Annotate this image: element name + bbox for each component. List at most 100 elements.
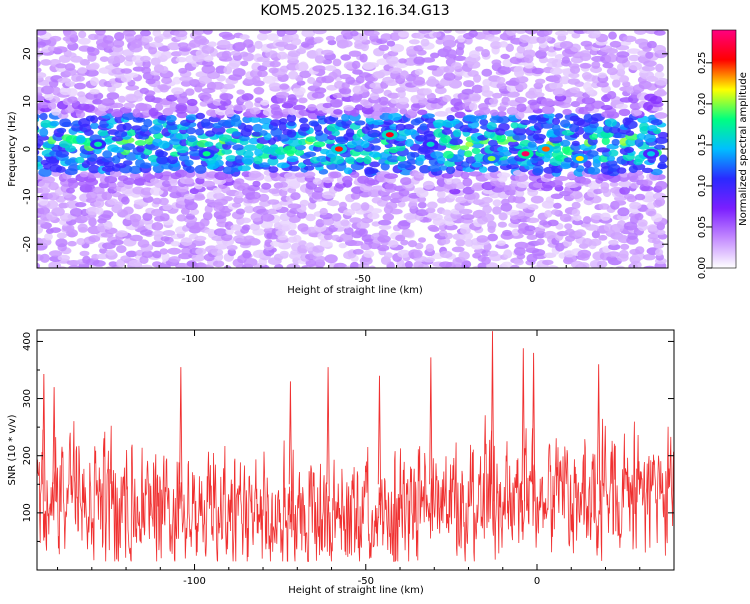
heatmap-cell <box>455 239 466 247</box>
heatmap-cell <box>305 136 318 143</box>
heatmap-cell <box>142 212 153 221</box>
heatmap-cell <box>143 118 153 128</box>
heatmap-cell <box>225 155 237 162</box>
heatmap-cell <box>79 250 90 257</box>
heatmap-cell <box>503 249 513 259</box>
heatmap-cell <box>185 166 195 173</box>
heatmap-cell <box>37 36 42 43</box>
heatmap-cell <box>172 76 182 85</box>
heatmap-cell <box>451 62 462 70</box>
heatmap-cell <box>623 193 635 200</box>
heatmap-cell <box>582 81 593 91</box>
heatmap-cell <box>382 213 394 221</box>
heatmap-cell <box>67 96 78 104</box>
heatmap-cell <box>492 206 502 215</box>
heatmap-cell <box>598 234 608 241</box>
heatmap-cell <box>608 149 619 157</box>
heatmap-cell <box>298 117 309 124</box>
heatmap-cell <box>455 196 467 204</box>
heatmap-cell <box>333 109 343 115</box>
heatmap-cell <box>226 244 238 251</box>
heatmap-cell <box>116 258 125 268</box>
heatmap-cell <box>88 164 101 174</box>
heatmap-hotspot <box>541 146 550 152</box>
snr-y-tick-label: 400 <box>22 332 33 351</box>
snr-peak <box>521 348 525 502</box>
heatmap-cell <box>293 104 306 111</box>
heatmap-cell <box>138 103 152 111</box>
heatmap-cell <box>39 127 49 137</box>
heatmap-cell <box>385 201 398 210</box>
heatmap-cell <box>571 201 581 209</box>
heatmap-cell <box>78 30 87 39</box>
heatmap-cell <box>114 32 125 41</box>
heatmap-cell <box>388 67 403 74</box>
heatmap-cell <box>508 141 519 147</box>
heatmap-cell <box>40 59 52 66</box>
heatmap-cell <box>653 44 667 54</box>
heatmap-cell <box>66 224 75 232</box>
heatmap-cell <box>198 75 212 84</box>
heatmap-cell <box>101 191 113 201</box>
heatmap-cell <box>168 256 181 263</box>
heatmap-cell <box>543 230 557 240</box>
heatmap-cell <box>434 185 446 192</box>
heatmap-cell <box>371 197 383 204</box>
heatmap-cell <box>645 208 657 217</box>
heatmap-x-label: Height of straight line (km) <box>287 285 423 296</box>
heatmap-cell <box>97 222 105 232</box>
heatmap-cell <box>134 140 147 146</box>
heatmap-cell <box>449 138 463 146</box>
heatmap-cell <box>352 248 364 255</box>
heatmap-cell <box>84 69 99 77</box>
heatmap-cell <box>298 138 308 146</box>
heatmap-cell <box>419 123 428 131</box>
heatmap-cell <box>101 98 115 107</box>
heatmap-cell <box>413 56 426 65</box>
heatmap-cell <box>267 199 280 205</box>
heatmap-cell <box>580 178 592 185</box>
heatmap-cell <box>443 150 454 159</box>
heatmap-cell <box>577 249 592 259</box>
heatmap-cell <box>90 62 100 70</box>
heatmap-cell <box>49 250 63 257</box>
heatmap-cell <box>115 163 127 169</box>
heatmap-cell <box>358 228 368 237</box>
heatmap-cell <box>655 63 664 73</box>
heatmap-cell <box>383 119 394 126</box>
heatmap-cell <box>303 165 315 171</box>
heatmap-cell <box>195 128 205 136</box>
snr-y-tick-label: 300 <box>22 389 33 408</box>
heatmap-cell <box>234 191 244 199</box>
heatmap-cell <box>600 212 611 221</box>
heatmap-x-tick-label: -100 <box>182 274 205 285</box>
heatmap-cell <box>122 30 136 37</box>
heatmap-cell <box>350 240 364 246</box>
heatmap-cell <box>167 42 181 51</box>
heatmap-cell <box>551 123 561 133</box>
heatmap-cell <box>585 224 600 231</box>
heatmap-cell <box>355 157 365 163</box>
heatmap-cell <box>569 115 580 122</box>
heatmap-cell <box>270 103 280 111</box>
heatmap-cell <box>417 109 428 116</box>
heatmap-cell <box>478 166 488 173</box>
heatmap-cell <box>240 60 249 67</box>
heatmap-cell <box>156 150 168 158</box>
heatmap-cell <box>378 229 389 238</box>
heatmap-cell <box>569 87 581 94</box>
heatmap-cell <box>457 148 466 157</box>
heatmap-cell <box>283 30 298 36</box>
heatmap-cell <box>283 145 298 155</box>
heatmap-cell <box>654 197 666 207</box>
heatmap-cell <box>324 138 336 145</box>
heatmap-cell <box>296 80 306 86</box>
heatmap-cell <box>292 234 302 243</box>
heatmap-cell <box>116 245 127 254</box>
heatmap-cell <box>398 58 407 64</box>
heatmap-cell <box>266 33 279 41</box>
heatmap-cell <box>563 157 573 163</box>
heatmap-cell <box>482 204 493 214</box>
heatmap-cell <box>385 106 399 114</box>
